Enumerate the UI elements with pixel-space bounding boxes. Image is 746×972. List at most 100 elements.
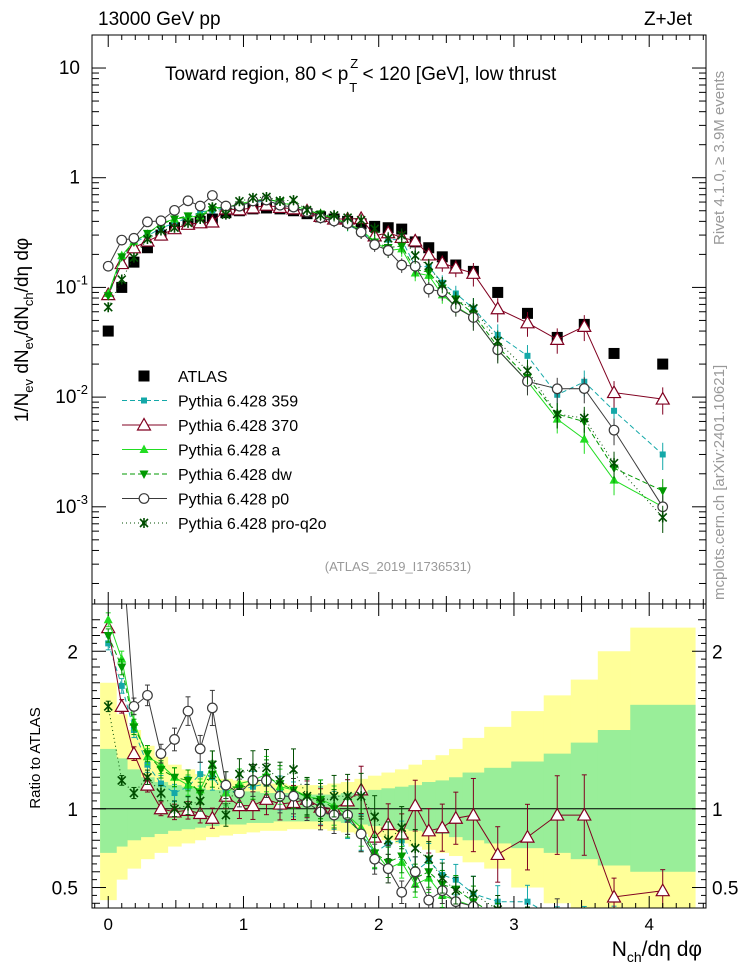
pythia-6-428-p0-main-point <box>396 259 408 271</box>
pythia-6-428-pro-q2o-main-point <box>288 195 299 206</box>
pythia-6-428-370-ratio-point <box>465 807 481 821</box>
main-y-tick-base: 10 <box>55 497 76 518</box>
mcplots-label: mcplots.cern.ch [arXiv:2401.10621] <box>711 365 728 600</box>
atlas-data-point <box>657 358 669 370</box>
pythia-6-428-pro-q2o-main-point <box>468 303 478 314</box>
pythia-6-428-359-ratio-point <box>157 780 164 787</box>
pythia-6-428-p0-main-line <box>107 194 664 508</box>
pythia-6-428-p0-ratio-point <box>523 924 533 934</box>
ratio-y-tick-label: 1 <box>67 800 78 821</box>
main-y-tick-label: 10-2 <box>55 382 88 408</box>
pythia-6-428-pro-q2o-ratio-point <box>142 772 153 783</box>
pythia-6-428-370-main-point <box>434 255 450 269</box>
pythia-6-428-pro-q2o-main-point <box>103 302 113 313</box>
pythia-6-428-370-ratio-point <box>606 889 622 903</box>
pythia-6-428-370-main-point <box>490 301 506 315</box>
pythia-6-428-370-ratio-point <box>192 805 208 820</box>
pythia-6-428-dw-main-point <box>117 253 127 262</box>
legend: ATLAS Pythia 6.428 359 Pythia 6.428 370 Pyt… <box>122 369 327 533</box>
pythia-6-428-370-ratio-point <box>434 819 450 834</box>
pythia-6-428-370-main-point <box>245 200 261 214</box>
pythia-6-428-359-ratio-point <box>118 682 125 689</box>
ylab-5: /dN <box>12 306 33 336</box>
pythia-6-428-370-ratio-point <box>153 801 169 815</box>
pythia-6-428-370-ratio-point <box>204 810 220 824</box>
pythia-6-428-p0-ratio-point <box>554 907 560 908</box>
pythia-6-428-dw-ratio-point <box>142 750 152 759</box>
pythia-6-428-dw-ratio-point <box>117 663 127 673</box>
pythia-6-428-pro-q2o-ratio-point <box>580 939 588 949</box>
pythia-6-428-p0-main-point <box>102 260 114 272</box>
pythia-6-428-pro-q2o-main-point <box>234 196 244 207</box>
atlas-data-point <box>102 325 114 337</box>
ratio-band-inner <box>127 769 142 841</box>
ylab-1: 1/N <box>12 393 33 423</box>
pythia-6-428-pro-q2o-ratio-point <box>183 800 193 811</box>
pythia-6-428-pro-q2o-ratio-point <box>248 762 258 773</box>
pythia-6-428-pro-q2o-ratio-point <box>424 854 434 865</box>
pythia-6-428-pro-q2o-ratio-point <box>117 775 127 786</box>
ylab-2: ev <box>21 378 36 392</box>
pythia-6-428-359-ratio-point <box>524 898 531 905</box>
pythia-6-428-dw-ratio-point <box>156 765 166 775</box>
pythia-6-428-pro-q2o-ratio-point <box>156 788 166 799</box>
pythia-6-428-pro-q2o-ratio-point <box>275 775 285 786</box>
main-y-tick-base: 10 <box>55 277 76 298</box>
title-sup: Z <box>350 56 358 71</box>
main-y-tick-label: 1 <box>69 168 80 189</box>
pythia-6-428-p0-ratio-point <box>382 863 394 875</box>
pythia-6-428-a-ratio-point <box>523 923 532 932</box>
pythia-6-428-dw-ratio-point <box>129 723 139 732</box>
pythia-6-428-359-main-point <box>611 407 618 414</box>
pythia-6-428-p0-main-point <box>116 234 128 246</box>
pythia-6-428-a-ratio-point <box>103 614 113 624</box>
legend-label-pythia-6-428-p0: Pythia 6.428 p0 <box>178 492 289 509</box>
ylab-4: ev <box>21 335 36 349</box>
pythia-6-428-p0-main-point <box>608 424 620 436</box>
pythia-6-428-pro-q2o-main-line <box>107 196 664 518</box>
pythia-6-428-p0-ratio-point <box>220 779 232 791</box>
ratio-y-tick-label: 2 <box>67 642 78 663</box>
pythia-6-428-p0-main-point <box>155 215 167 227</box>
legend-label-pythia-6-428-dw: Pythia 6.428 dw <box>178 467 292 484</box>
pythia-6-428-p0-ratio-point <box>128 700 140 712</box>
pythia-6-428-pro-q2o-main-point <box>356 215 366 226</box>
pythia-6-428-pro-q2o-main-point <box>156 225 166 236</box>
watermark: (ATLAS_2019_I1736531) <box>325 559 471 574</box>
ratio-y-tick-label-right: 1 <box>712 800 723 821</box>
pythia-6-428-359-main-point <box>659 451 666 458</box>
pythia-6-428-pro-q2o-ratio-point <box>103 701 113 712</box>
pythia-6-428-p0-ratio-point <box>155 748 167 760</box>
pythia-6-428-359-ratio-point <box>611 916 617 922</box>
pythia-6-428-pro-q2o-ratio-point <box>261 762 272 773</box>
xlab-3: /dη dφ <box>642 938 702 961</box>
pythia-6-428-pro-q2o-ratio-point <box>437 873 447 884</box>
pythia-6-428-p0-ratio-point <box>423 894 435 906</box>
ratio-y-tick-label: 0.5 <box>52 879 78 900</box>
pythia-6-428-p0-ratio-point <box>355 828 367 840</box>
pythia-6-428-pro-q2o-main-point <box>451 294 461 305</box>
pythia-6-428-a-ratio-point <box>580 947 589 956</box>
pythia-6-428-370-main-line <box>107 204 663 400</box>
pythia-6-428-370-main-point <box>448 260 464 274</box>
pythia-6-428-p0-ratio-point <box>169 734 180 745</box>
pythia-6-428-pro-q2o-ratio-point <box>129 788 139 799</box>
pythia-6-428-a-ratio-point <box>553 933 562 942</box>
pythia-6-428-p0-main-point <box>551 383 563 395</box>
pythia-6-428-pro-q2o-main-point <box>609 458 619 469</box>
main-y-tick-exp: -3 <box>76 492 88 507</box>
pythia-6-428-pro-q2o-main-point <box>302 205 312 216</box>
pythia-6-428-pro-q2o-ratio-line <box>107 706 497 908</box>
ratio-band-inner <box>100 748 117 853</box>
pythia-6-428-p0-ratio-point <box>579 921 589 931</box>
rivet-label: Rivet 4.1.0, ≥ 3.9M events <box>711 71 728 245</box>
pythia-6-428-dw-ratio-point <box>553 931 562 940</box>
pythia-6-428-p0-ratio-point <box>409 866 421 878</box>
pythia-6-428-370-main-point <box>655 391 671 405</box>
pythia-6-428-p0-ratio-point <box>493 914 503 924</box>
pythia-6-428-pro-q2o-main-point <box>221 209 231 220</box>
pythia-6-428-pro-q2o-ratio-point <box>329 791 339 802</box>
pythia-6-428-pro-q2o-main-point <box>522 365 533 376</box>
pythia-6-428-370-main-point <box>606 384 622 399</box>
pythia-6-428-359-main-point <box>524 352 531 359</box>
